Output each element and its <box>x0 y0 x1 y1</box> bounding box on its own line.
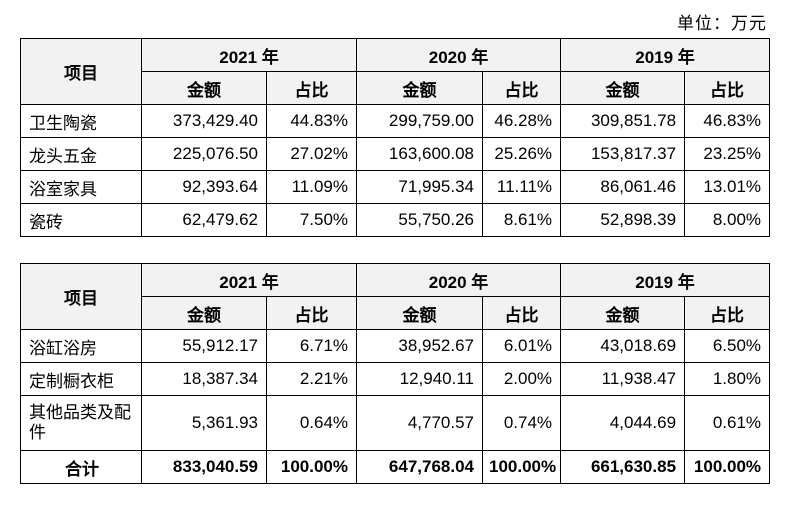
table-row: 瓷砖 62,479.62 7.50% 55,750.26 8.61% 52,898.39 8… <box>20 203 771 237</box>
row-label: 其他品类及配件 <box>20 395 142 451</box>
ratio-cell: 25.26% <box>482 137 562 171</box>
ratio-cell: 46.83% <box>684 104 771 138</box>
amount-cell: 52,898.39 <box>560 203 686 237</box>
ratio-cell: 100.00% <box>265 450 358 484</box>
amount-cell: 225,076.50 <box>141 137 267 171</box>
ratio-cell: 7.50% <box>265 203 358 237</box>
amount-cell: 299,759.00 <box>356 104 484 138</box>
ratio-cell: 6.01% <box>482 329 562 363</box>
amount-cell: 38,952.67 <box>356 329 484 363</box>
amount-cell: 92,393.64 <box>141 170 267 204</box>
year-header-2021: 2021 年 <box>140 263 358 297</box>
amount-cell: 11,938.47 <box>560 362 686 396</box>
row-label: 瓷砖 <box>20 203 142 237</box>
row-label: 卫生陶瓷 <box>20 104 142 138</box>
year-header-2019: 2019 年 <box>560 38 771 72</box>
ratio-cell: 2.00% <box>482 362 562 396</box>
table-row: 浴缸浴房 55,912.17 6.71% 38,952.67 6.01% 43,018.6… <box>20 329 771 363</box>
amount-cell: 153,817.37 <box>560 137 686 171</box>
ratio-cell: 6.71% <box>265 329 358 363</box>
amount-cell: 86,061.46 <box>560 170 686 204</box>
ratio-header: 占比 <box>684 296 771 330</box>
amount-cell: 55,912.17 <box>141 329 267 363</box>
amount-cell: 4,044.69 <box>560 395 686 451</box>
item-header: 项目 <box>20 263 142 330</box>
ratio-cell: 100.00% <box>482 450 562 484</box>
table-row: 合计 833,040.59 100.00% 647,768.04 100.00% 661,… <box>20 450 771 484</box>
ratio-cell: 8.00% <box>684 203 771 237</box>
year-header-2019: 2019 年 <box>560 263 771 297</box>
ratio-cell: 0.64% <box>265 395 358 451</box>
ratio-cell: 8.61% <box>482 203 562 237</box>
amount-header: 金额 <box>141 71 267 105</box>
ratio-cell: 100.00% <box>684 450 771 484</box>
row-label: 合计 <box>20 450 142 484</box>
ratio-header: 占比 <box>684 71 771 105</box>
ratio-cell: 2.21% <box>265 362 358 396</box>
ratio-cell: 6.50% <box>684 329 771 363</box>
amount-cell: 661,630.85 <box>560 450 686 484</box>
year-header-2021: 2021 年 <box>140 38 358 72</box>
amount-header: 金额 <box>356 71 484 105</box>
ratio-cell: 0.61% <box>684 395 771 451</box>
revenue-table-2: 项目 2021 年 2020 年 2019 年 金额 占比 金额 占比 金额 占… <box>20 263 771 484</box>
amount-cell: 12,940.11 <box>356 362 484 396</box>
row-label: 龙头五金 <box>20 137 142 171</box>
amount-cell: 309,851.78 <box>560 104 686 138</box>
amount-header: 金额 <box>560 296 686 330</box>
amount-header: 金额 <box>560 71 686 105</box>
amount-header: 金额 <box>356 296 484 330</box>
amount-cell: 62,479.62 <box>141 203 267 237</box>
amount-cell: 5,361.93 <box>141 395 267 451</box>
row-label: 浴室家具 <box>20 170 142 204</box>
amount-cell: 18,387.34 <box>141 362 267 396</box>
ratio-cell: 27.02% <box>265 137 358 171</box>
ratio-header: 占比 <box>482 71 562 105</box>
amount-cell: 4,770.57 <box>356 395 484 451</box>
revenue-table-1: 项目 2021 年 2020 年 2019 年 金额 占比 金额 占比 金额 占… <box>20 38 771 237</box>
item-header: 项目 <box>20 38 142 105</box>
table-row: 定制橱衣柜 18,387.34 2.21% 12,940.11 2.00% 11,938.… <box>20 362 771 396</box>
ratio-cell: 46.28% <box>482 104 562 138</box>
row-label: 浴缸浴房 <box>20 329 142 363</box>
ratio-header: 占比 <box>265 71 358 105</box>
year-header-2020: 2020 年 <box>356 263 562 297</box>
amount-cell: 71,995.34 <box>356 170 484 204</box>
ratio-cell: 11.09% <box>265 170 358 204</box>
ratio-header: 占比 <box>482 296 562 330</box>
table-row: 浴室家具 92,393.64 11.09% 71,995.34 11.11% 86,061… <box>20 170 771 204</box>
ratio-cell: 1.80% <box>684 362 771 396</box>
table-row: 龙头五金 225,076.50 27.02% 163,600.08 25.26% 153,… <box>20 137 771 171</box>
ratio-cell: 23.25% <box>684 137 771 171</box>
ratio-header: 占比 <box>265 296 358 330</box>
ratio-cell: 11.11% <box>482 170 562 204</box>
amount-cell: 373,429.40 <box>141 104 267 138</box>
ratio-cell: 13.01% <box>684 170 771 204</box>
table-row: 其他品类及配件 5,361.93 0.64% 4,770.57 0.74% 4,044.6… <box>20 395 771 451</box>
amount-cell: 833,040.59 <box>141 450 267 484</box>
amount-cell: 43,018.69 <box>560 329 686 363</box>
year-header-2020: 2020 年 <box>356 38 562 72</box>
row-label: 定制橱衣柜 <box>20 362 142 396</box>
ratio-cell: 44.83% <box>265 104 358 138</box>
unit-label: 单位：万元 <box>677 14 767 34</box>
amount-cell: 163,600.08 <box>356 137 484 171</box>
table-row: 卫生陶瓷 373,429.40 44.83% 299,759.00 46.28% 309,… <box>20 104 771 138</box>
amount-cell: 55,750.26 <box>356 203 484 237</box>
amount-header: 金额 <box>141 296 267 330</box>
ratio-cell: 0.74% <box>482 395 562 451</box>
amount-cell: 647,768.04 <box>356 450 484 484</box>
